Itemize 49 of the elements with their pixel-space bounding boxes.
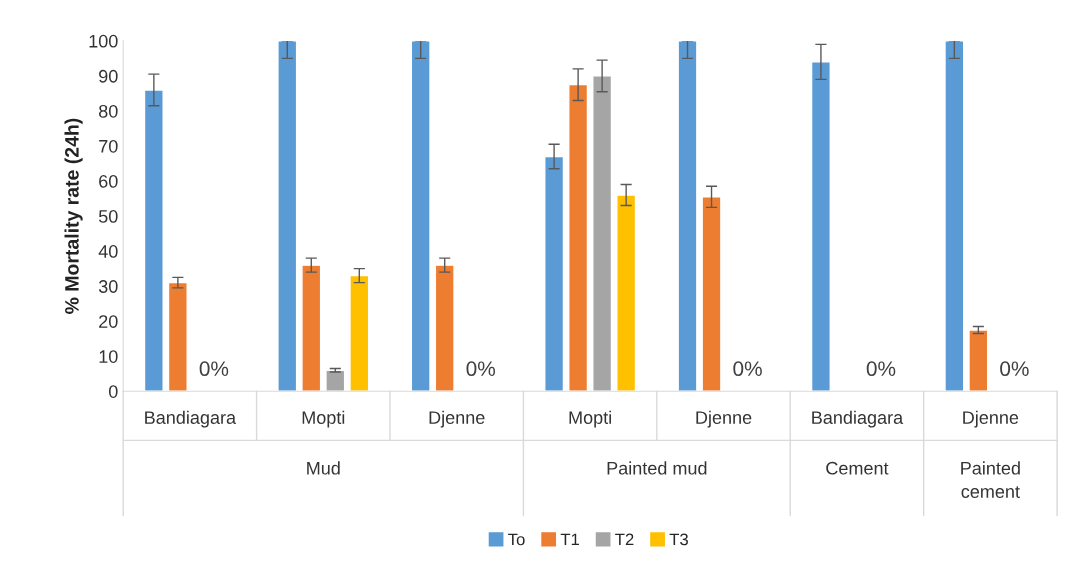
bar — [544, 155, 565, 392]
x-tick-label: Djenne — [429, 410, 485, 428]
y-tick-label: 90 — [99, 69, 118, 83]
bar — [592, 75, 613, 392]
bar — [944, 40, 965, 392]
y-tick-label: 50 — [98, 210, 118, 223]
y-tick-label: 10 — [99, 350, 118, 363]
text: 0% — [1000, 361, 1029, 377]
text: 0% — [199, 361, 229, 377]
x-tick-label: Djenne — [696, 410, 752, 428]
bar — [301, 264, 322, 392]
text: 0% — [733, 361, 762, 377]
bar — [568, 83, 589, 392]
text: Painted mud — [607, 461, 707, 475]
y-tick-label: 60 — [99, 174, 118, 188]
x-tick-label: Mopti — [569, 410, 611, 428]
bar — [143, 89, 164, 392]
legend-label: T1 — [560, 533, 579, 546]
text: Cement — [826, 461, 889, 475]
x-tick-label: Bandiagara — [812, 410, 904, 428]
y-tick-label: 40 — [98, 245, 118, 258]
y-tick-label: 20 — [99, 315, 118, 328]
bar — [349, 274, 370, 392]
x-tick-label: Djenne — [963, 410, 1019, 428]
bar — [810, 61, 831, 392]
y-tick-label: 30 — [98, 280, 118, 293]
bar — [701, 196, 722, 392]
y-tick-label: 80 — [99, 104, 118, 118]
text: Mud — [307, 461, 340, 475]
bar — [968, 329, 989, 392]
legend-label: T2 — [615, 533, 634, 546]
text: 0% — [466, 361, 496, 377]
y-tick-label: 70 — [99, 139, 118, 153]
text: 0% — [866, 361, 896, 377]
legend-label: To — [508, 533, 525, 546]
legend-label: T3 — [669, 533, 688, 546]
text: Painted cement — [961, 461, 1020, 498]
x-tick-label: Bandiagara — [145, 410, 237, 428]
y-tick-label: 100 — [89, 34, 118, 48]
bar — [410, 40, 431, 392]
bar — [277, 40, 298, 392]
bar — [434, 264, 455, 392]
x-tick-label: Mopti — [302, 410, 345, 428]
bar — [167, 281, 188, 392]
y-axis-title: % Mortality rate (24h) — [64, 118, 83, 314]
bar — [677, 40, 698, 392]
bar — [325, 369, 346, 392]
bar — [616, 194, 637, 392]
y-tick-label: 0 — [108, 385, 118, 398]
